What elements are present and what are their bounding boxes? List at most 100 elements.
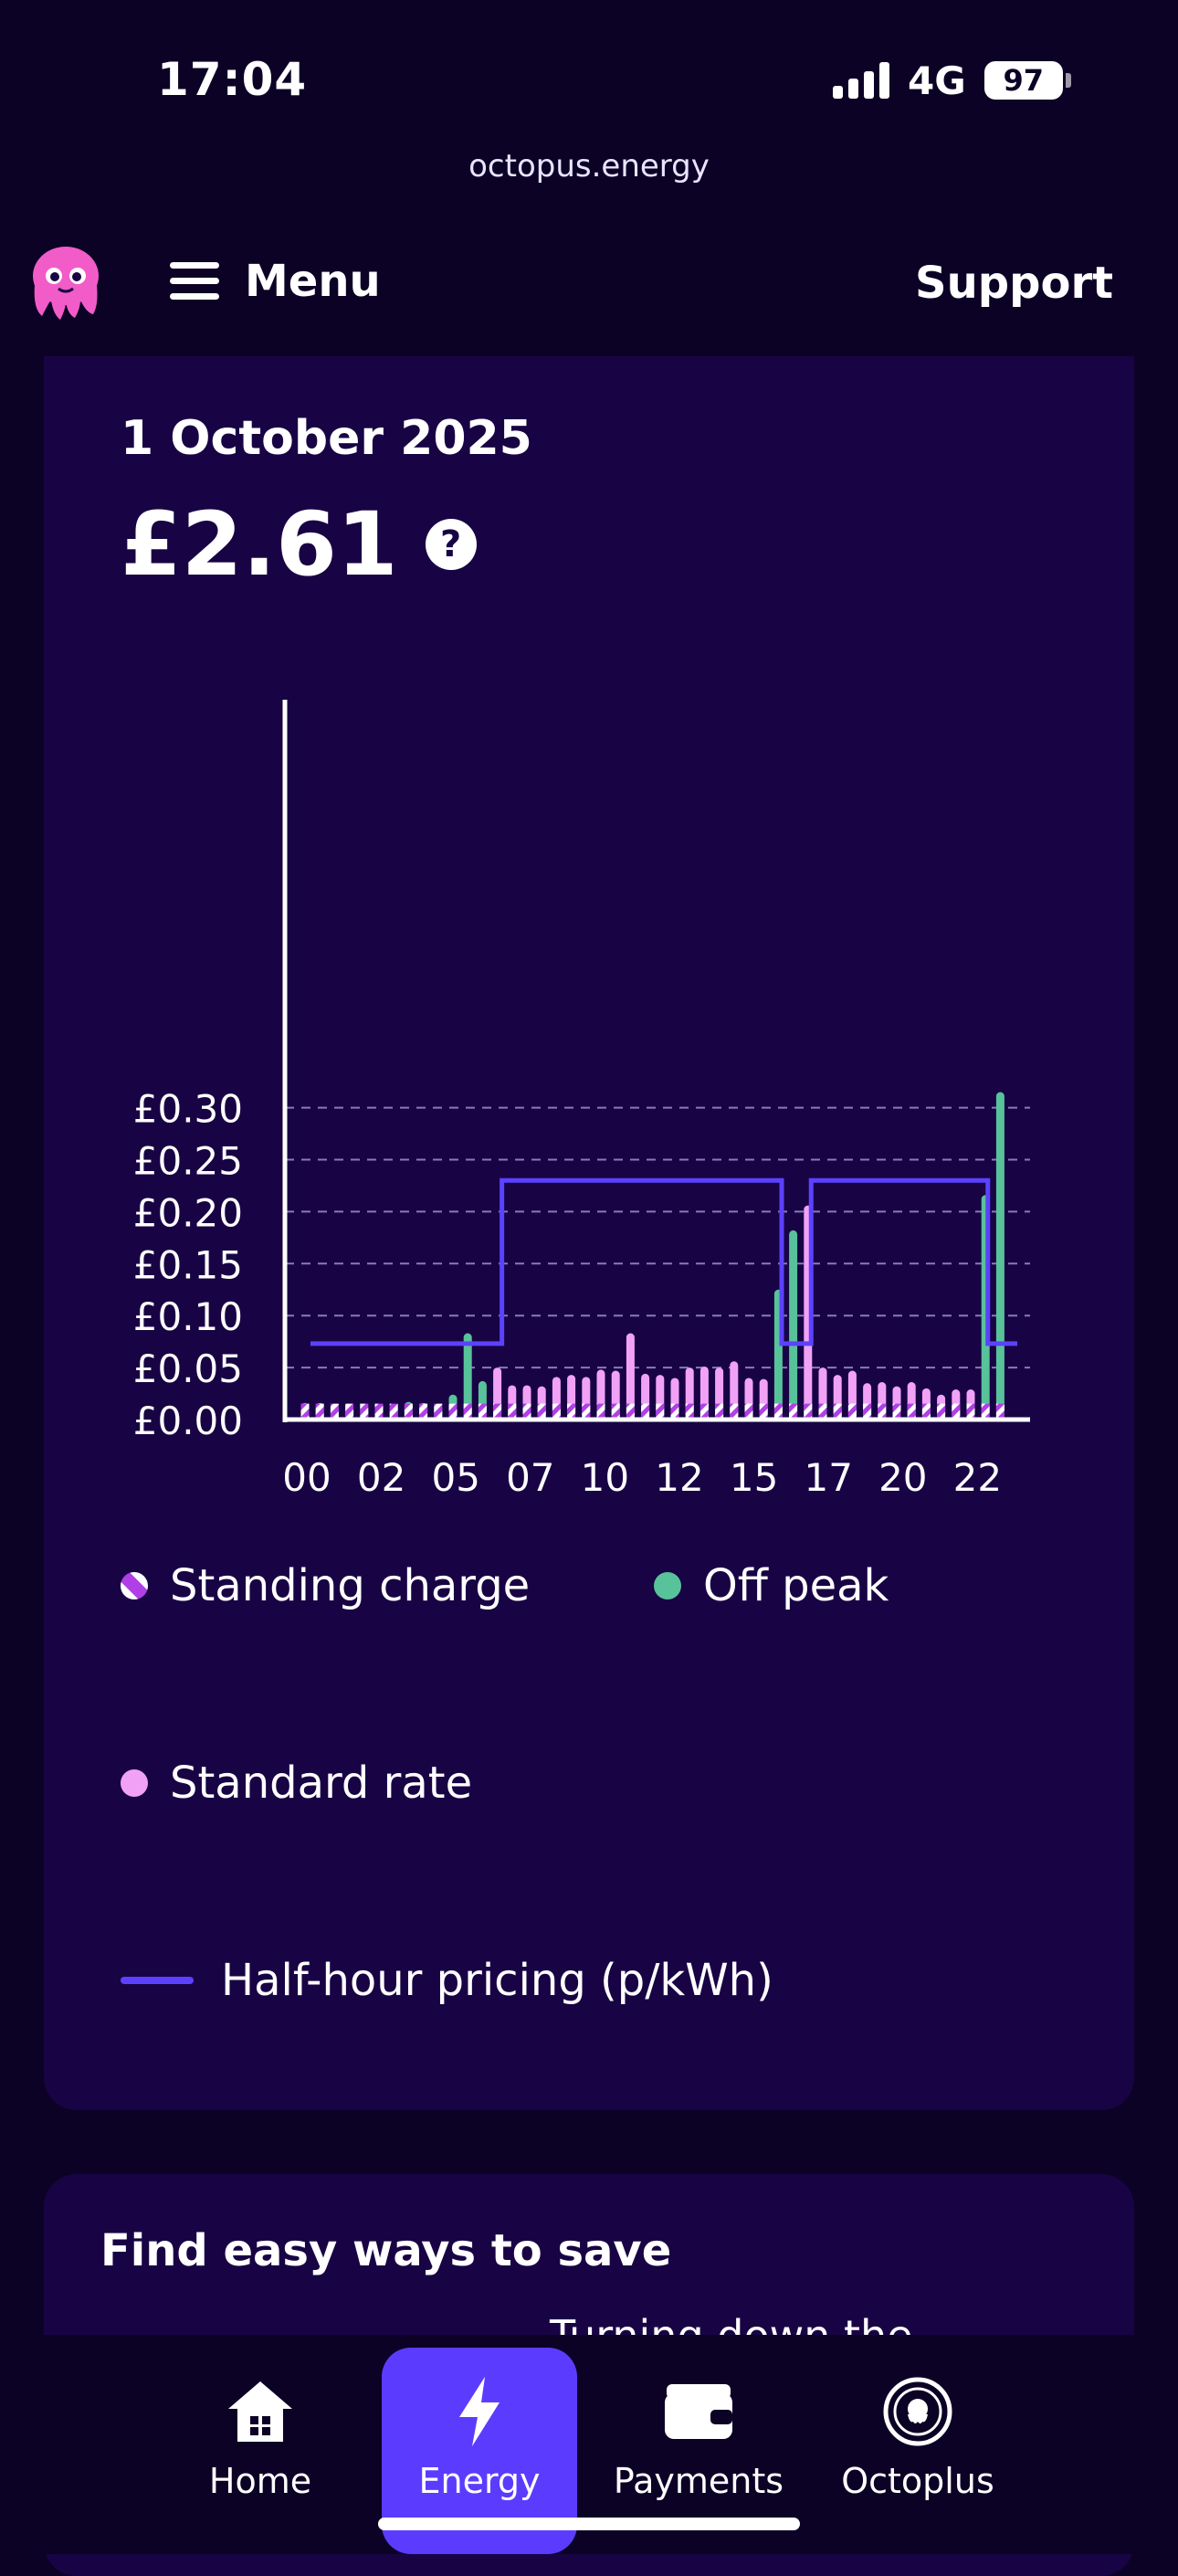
standing-charge-bar	[478, 1403, 487, 1420]
standing-charge-bar	[847, 1403, 857, 1420]
x-tick-label: 05	[431, 1455, 479, 1500]
legend-standing-charge: Standing charge	[121, 1560, 530, 1611]
cellular-signal-icon	[833, 62, 889, 99]
standing-charge-bar	[463, 1403, 472, 1420]
standing-charge-bar	[685, 1403, 694, 1420]
standing-charge-bar	[952, 1403, 961, 1420]
standing-charge-bar	[360, 1403, 369, 1420]
standing-charge-bar	[773, 1403, 783, 1420]
octoplus-icon	[883, 2377, 952, 2446]
chart-bars	[300, 1092, 1004, 1420]
standing-charge-bar	[892, 1403, 901, 1420]
octopus-logo-icon[interactable]	[29, 245, 102, 322]
standing-charge-bar	[804, 1403, 813, 1420]
standing-charge-bar	[611, 1403, 620, 1420]
standing-charge-bar	[300, 1403, 310, 1420]
standing-charge-bar	[434, 1403, 443, 1420]
standing-charge-bar	[641, 1403, 650, 1420]
status-time: 17:04	[157, 53, 308, 106]
standing-charge-swatch	[121, 1572, 148, 1599]
y-tick-label: £0.00	[133, 1399, 243, 1443]
nav-energy-label: Energy	[418, 2461, 541, 2501]
standing-charge-bar	[374, 1403, 384, 1420]
standing-charge-bar	[744, 1403, 753, 1420]
x-tick-label: 02	[357, 1455, 405, 1500]
hamburger-icon	[170, 262, 219, 300]
y-tick-label: £0.30	[133, 1087, 243, 1132]
chart-y-axis: £0.00 £0.05 £0.10 £0.15 £0.20 £0.25 £0.30	[133, 1087, 243, 1443]
battery-icon: 97	[983, 61, 1063, 100]
standing-charge-bar	[537, 1403, 546, 1420]
y-tick-label: £0.05	[133, 1346, 243, 1391]
x-tick-label: 17	[804, 1455, 852, 1500]
standing-charge-bar	[818, 1403, 827, 1420]
usage-total: £2.61	[121, 493, 398, 596]
status-indicators: 4G 97	[833, 53, 1071, 108]
standing-charge-bar	[863, 1403, 872, 1420]
lightning-icon	[459, 2377, 500, 2446]
usage-chart: £0.00 £0.05 £0.10 £0.15 £0.20 £0.25 £0.30 00 02…	[133, 700, 1030, 1500]
standing-charge-bar	[552, 1403, 561, 1420]
battery-nub	[1065, 73, 1071, 88]
x-tick-label: 15	[730, 1455, 778, 1500]
standing-charge-bar	[730, 1403, 739, 1420]
menu-button[interactable]: Menu	[170, 256, 381, 307]
standing-charge-bar	[596, 1403, 605, 1420]
legend-half-hour-pricing: Half-hour pricing (p/kWh)	[121, 1955, 773, 2006]
standing-charge-bar	[656, 1403, 665, 1420]
nav-home-label: Home	[208, 2461, 312, 2501]
legend-standard-label: Standard rate	[170, 1758, 473, 1809]
support-link[interactable]: Support	[915, 258, 1114, 309]
standing-charge-bar	[567, 1403, 576, 1420]
legend-standard-rate: Standard rate	[121, 1758, 472, 1809]
nav-home[interactable]: Home	[163, 2335, 358, 2554]
standing-charge-bar	[981, 1403, 990, 1420]
help-icon[interactable]: ?	[425, 519, 477, 570]
standing-charge-bar	[937, 1403, 946, 1420]
standing-charge-bar	[315, 1403, 324, 1420]
standing-charge-bar	[419, 1403, 428, 1420]
legend-halfhour-label: Half-hour pricing (p/kWh)	[221, 1955, 773, 2006]
standing-charge-bar	[878, 1403, 887, 1420]
standing-charge-bar	[448, 1403, 458, 1420]
usage-total-row: £2.61 ?	[121, 493, 477, 596]
standing-charge-bar	[330, 1403, 339, 1420]
nav-octoplus[interactable]: Octoplus	[820, 2335, 1015, 2554]
nav-payments[interactable]: Payments	[601, 2335, 796, 2554]
nav-payments-label: Payments	[613, 2461, 784, 2501]
off-peak-swatch	[654, 1572, 681, 1599]
standing-charge-bar	[715, 1403, 724, 1420]
usage-card: 1 October 2025 £2.61 ? £0.00 £0.05 £0.10 £0…	[44, 356, 1134, 2110]
nav-octoplus-label: Octoplus	[841, 2461, 994, 2501]
standing-charge-bar	[995, 1403, 1004, 1420]
menu-label: Menu	[245, 256, 381, 307]
standing-charge-bar	[907, 1403, 916, 1420]
half-hour-pricing-swatch	[121, 1977, 194, 1984]
standing-charge-bar	[699, 1403, 709, 1420]
home-indicator	[378, 2518, 800, 2530]
standard-rate-swatch	[121, 1769, 148, 1797]
standing-charge-bar	[582, 1403, 591, 1420]
y-tick-label: £0.25	[133, 1139, 243, 1184]
standing-charge-bar	[404, 1403, 413, 1420]
standing-charge-bar	[508, 1403, 517, 1420]
standing-charge-bar	[921, 1403, 931, 1420]
standing-charge-bar	[789, 1403, 798, 1420]
x-tick-label: 20	[878, 1455, 927, 1500]
standing-charge-bar	[389, 1403, 398, 1420]
standing-charge-bar	[670, 1403, 679, 1420]
standing-charge-bar	[833, 1403, 842, 1420]
browser-url[interactable]: octopus.energy	[468, 148, 710, 185]
usage-bar	[463, 1333, 472, 1420]
legend-offpeak-label: Off peak	[703, 1560, 889, 1611]
battery-level: 97	[1003, 63, 1044, 98]
chart-price-line	[310, 1177, 1017, 1346]
y-tick-label: £0.20	[133, 1190, 243, 1235]
home-icon	[228, 2381, 292, 2442]
standing-charge-bar	[626, 1403, 635, 1420]
standing-charge-bar	[966, 1403, 975, 1420]
x-tick-label: 10	[581, 1455, 629, 1500]
chart-axes	[282, 700, 1030, 1422]
x-tick-label: 07	[506, 1455, 554, 1500]
wallet-icon	[665, 2384, 732, 2439]
